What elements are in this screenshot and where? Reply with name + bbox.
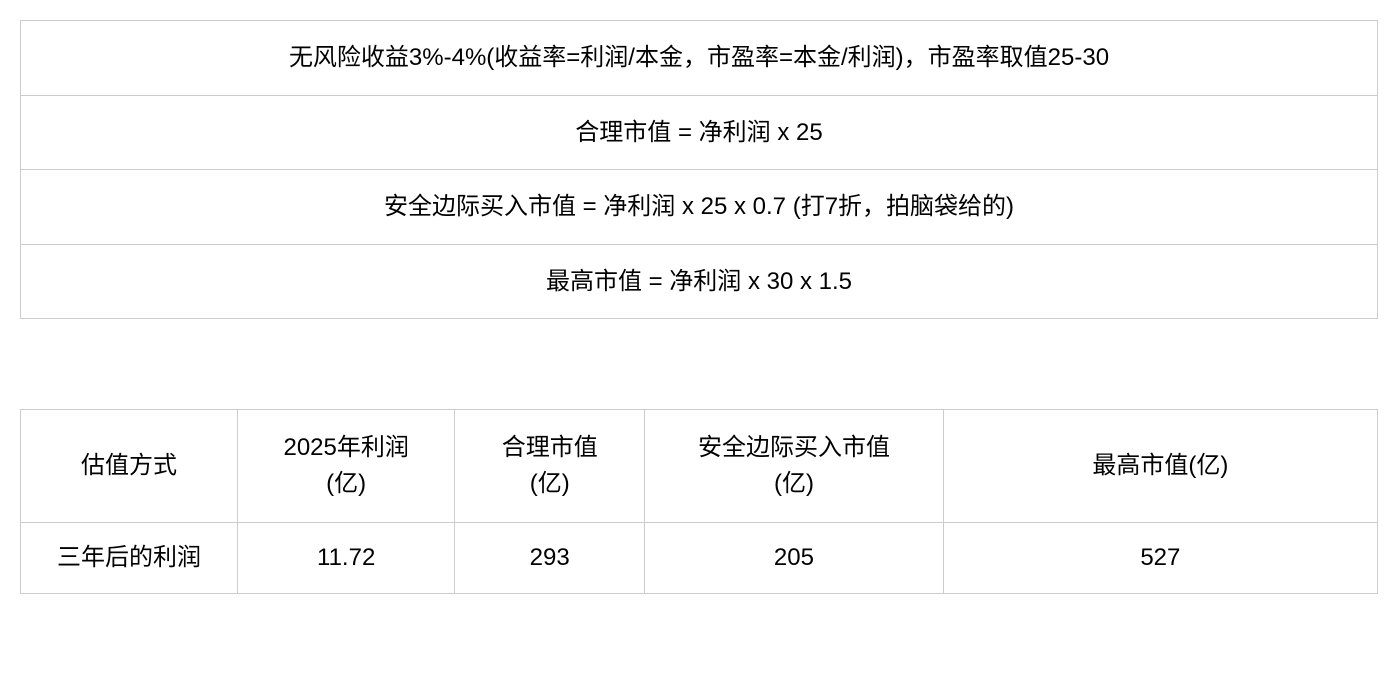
formula-cell: 安全边际买入市值 = 净利润 x 25 x 0.7 (打7折，拍脑袋给的)	[21, 170, 1378, 245]
formula-cell: 合理市值 = 净利润 x 25	[21, 95, 1378, 170]
table-row: 三年后的利润 11.72 293 205 527	[21, 523, 1378, 594]
cell-max-value: 527	[943, 523, 1377, 594]
cell-margin-buy: 205	[645, 523, 944, 594]
formula-table: 无风险收益3%-4%(收益率=利润/本金，市盈率=本金/利润)，市盈率取值25-…	[20, 20, 1378, 319]
column-header-max-value: 最高市值(亿)	[943, 410, 1377, 523]
column-header-method: 估值方式	[21, 410, 238, 523]
cell-fair-value: 293	[455, 523, 645, 594]
row-label: 三年后的利润	[21, 523, 238, 594]
table-row: 无风险收益3%-4%(收益率=利润/本金，市盈率=本金/利润)，市盈率取值25-…	[21, 21, 1378, 96]
column-header-margin-buy: 安全边际买入市值(亿)	[645, 410, 944, 523]
valuation-data-table: 估值方式 2025年利润(亿) 合理市值(亿) 安全边际买入市值(亿) 最高市值…	[20, 409, 1378, 594]
table-header-row: 估值方式 2025年利润(亿) 合理市值(亿) 安全边际买入市值(亿) 最高市值…	[21, 410, 1378, 523]
column-header-fair-value: 合理市值(亿)	[455, 410, 645, 523]
table-row: 安全边际买入市值 = 净利润 x 25 x 0.7 (打7折，拍脑袋给的)	[21, 170, 1378, 245]
table-row: 合理市值 = 净利润 x 25	[21, 95, 1378, 170]
formula-cell: 最高市值 = 净利润 x 30 x 1.5	[21, 244, 1378, 319]
column-header-profit: 2025年利润(亿)	[238, 410, 455, 523]
formula-cell: 无风险收益3%-4%(收益率=利润/本金，市盈率=本金/利润)，市盈率取值25-…	[21, 21, 1378, 96]
table-row: 最高市值 = 净利润 x 30 x 1.5	[21, 244, 1378, 319]
cell-profit: 11.72	[238, 523, 455, 594]
